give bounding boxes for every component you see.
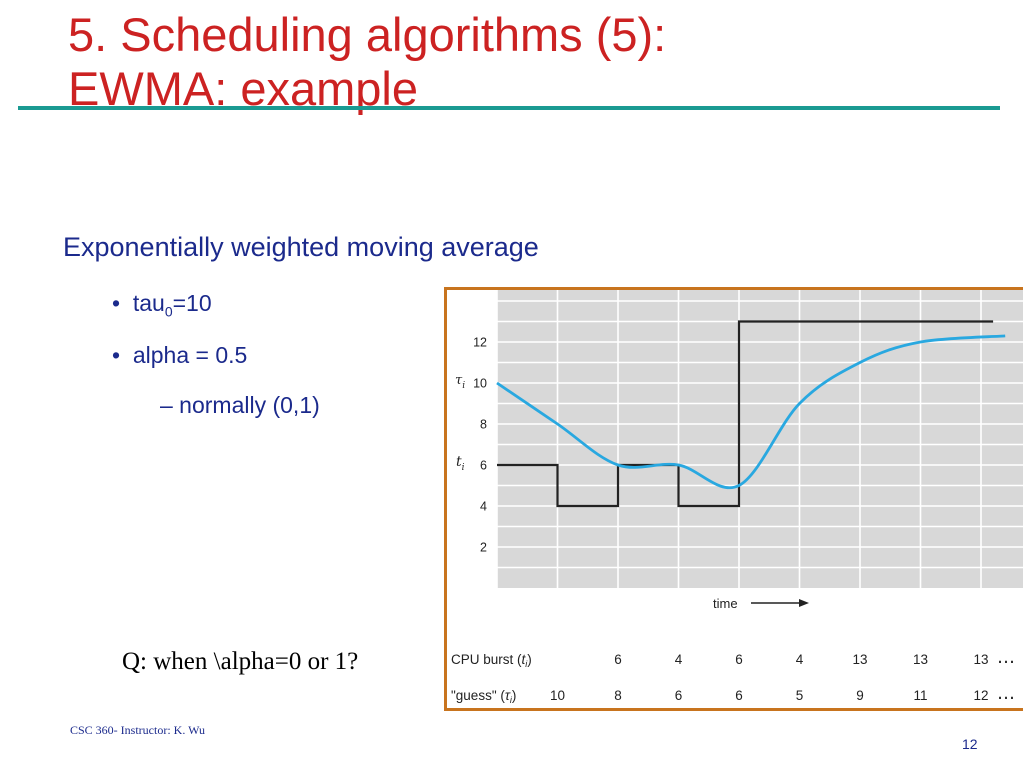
row2-ellipsis: …	[997, 683, 1015, 704]
guess-row-label: "guess" (τi)	[451, 688, 516, 705]
guess-curve	[496, 334, 1006, 490]
guess-value: 10	[550, 688, 565, 703]
cpu-burst-value: 13	[973, 652, 988, 667]
ewma-figure: 2 4 6 8 10 12 τi ti time CPU burst (ti) "gues…	[444, 287, 1023, 711]
cpu-burst-values: 6 4 6 4 13 13 13	[614, 652, 988, 667]
t-axis-label: ti	[456, 454, 465, 473]
guess-value: 5	[796, 688, 804, 703]
cpu-burst-row-label: CPU burst (ti)	[451, 652, 532, 669]
row1-ellipsis: …	[997, 647, 1015, 668]
cpu-burst-value: 6	[735, 652, 743, 667]
guess-value: 9	[856, 688, 864, 703]
bullet-tau-prefix: tau	[132, 290, 165, 316]
lead-text: Exponentially weighted moving average	[63, 232, 539, 262]
guess-value: 11	[913, 688, 927, 703]
guess-value: 8	[614, 688, 622, 703]
question-text: Q: when \alpha=0 or 1?	[122, 648, 359, 675]
ewma-chart: 2 4 6 8 10 12 τi ti time CPU burst (ti) "gues…	[451, 290, 1023, 705]
y-tick-label: 12	[473, 336, 487, 350]
y-tick-label: 8	[480, 418, 487, 432]
cpu-burst-step-line	[497, 320, 994, 508]
bullet-tau-suffix: =10	[172, 290, 212, 316]
y-tick-label: 2	[480, 541, 487, 555]
y-tick-label: 4	[480, 500, 487, 514]
tau-axis-label: τi	[455, 373, 465, 391]
slide-title: 5. Scheduling algorithms (5): EWMA: exam…	[68, 8, 666, 116]
cpu-burst-value: 6	[614, 652, 622, 667]
y-axis-ticks: 2 4 6 8 10 12	[473, 336, 487, 555]
sub-bullet-normally: – normally (0,1)	[160, 392, 320, 418]
footer-text: CSC 360- Instructor: K. Wu	[70, 723, 205, 737]
y-tick-label: 10	[473, 377, 487, 391]
guess-value: 12	[973, 688, 988, 703]
cpu-burst-value: 4	[675, 652, 683, 667]
y-tick-label: 6	[480, 459, 487, 473]
title-line-1: 5. Scheduling algorithms (5):	[68, 8, 667, 61]
guess-value: 6	[735, 688, 743, 703]
bullet-dot: •	[112, 342, 133, 368]
title-rule	[18, 106, 1000, 110]
guess-values: 10 8 6 6 5 9 11 12	[550, 688, 989, 703]
cpu-burst-value: 4	[796, 652, 804, 667]
time-arrow	[751, 599, 809, 607]
plot-grid	[496, 290, 1023, 588]
cpu-burst-value: 13	[852, 652, 867, 667]
bullet-dot: •	[112, 290, 133, 316]
bullet-alpha: • alpha = 0.5	[112, 342, 247, 369]
page-number: 12	[962, 736, 978, 752]
bullet-tau0: • tau0=10	[112, 290, 212, 320]
bullet-tau-sub: 0	[164, 303, 173, 320]
guess-value: 6	[675, 688, 683, 703]
cpu-burst-value: 13	[913, 652, 928, 667]
x-axis-label: time	[713, 596, 738, 611]
bullet-alpha-text: alpha = 0.5	[132, 342, 248, 368]
